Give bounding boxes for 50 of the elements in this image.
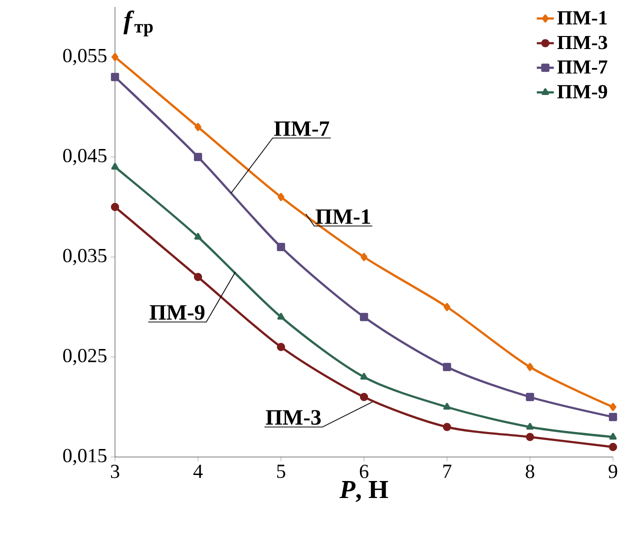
point xyxy=(442,422,452,432)
point xyxy=(526,362,534,372)
point xyxy=(278,192,284,202)
point xyxy=(444,302,450,312)
point xyxy=(360,312,368,322)
point xyxy=(526,392,534,402)
legend-label: ПМ-1 xyxy=(557,11,607,24)
legend-label: ПМ-7 xyxy=(557,60,608,74)
x-tick-label: 3 xyxy=(110,464,120,478)
x-tick-label: 7 xyxy=(443,464,452,478)
point xyxy=(194,152,202,162)
point xyxy=(526,432,534,442)
x-tick-label: 6 xyxy=(360,464,368,478)
y-tick-label: 0,055 xyxy=(63,48,106,66)
point xyxy=(608,412,618,422)
x-tick-label: 9 xyxy=(608,464,618,478)
point xyxy=(608,442,618,452)
annotation: ПМ-3 xyxy=(266,410,321,425)
legend-label: ПМ-9 xyxy=(557,85,608,98)
point xyxy=(112,52,118,62)
point xyxy=(442,362,452,372)
point xyxy=(111,162,119,170)
annotation: ПМ-7 xyxy=(274,121,330,136)
point xyxy=(443,402,451,410)
point xyxy=(110,202,120,212)
x-tick-label: 4 xyxy=(193,464,203,478)
point xyxy=(194,272,202,282)
point xyxy=(194,232,202,240)
point xyxy=(526,422,534,430)
y-tick-label: 0,045 xyxy=(63,148,106,166)
point xyxy=(360,372,368,380)
x-tick-label: 5 xyxy=(277,464,286,478)
point xyxy=(276,242,286,252)
legend-label: ПМ-3 xyxy=(557,36,608,50)
annotation: ПМ-9 xyxy=(150,305,204,320)
point xyxy=(276,342,286,352)
point xyxy=(609,432,617,440)
point xyxy=(194,122,202,132)
point xyxy=(277,312,285,320)
point xyxy=(360,252,368,262)
point xyxy=(360,392,368,402)
x-axis-title: P, Н xyxy=(340,481,388,502)
point xyxy=(110,72,120,82)
point xyxy=(610,402,616,412)
y-tick-label: 0,035 xyxy=(63,248,106,266)
y-tick-label: 0,015 xyxy=(63,448,106,466)
annotation: ПМ-1 xyxy=(316,209,370,224)
y-tick-label: 0,025 xyxy=(63,348,106,366)
y-axis-title: f$_{тр}$ xyxy=(123,10,153,36)
x-tick-label: 8 xyxy=(526,464,534,478)
